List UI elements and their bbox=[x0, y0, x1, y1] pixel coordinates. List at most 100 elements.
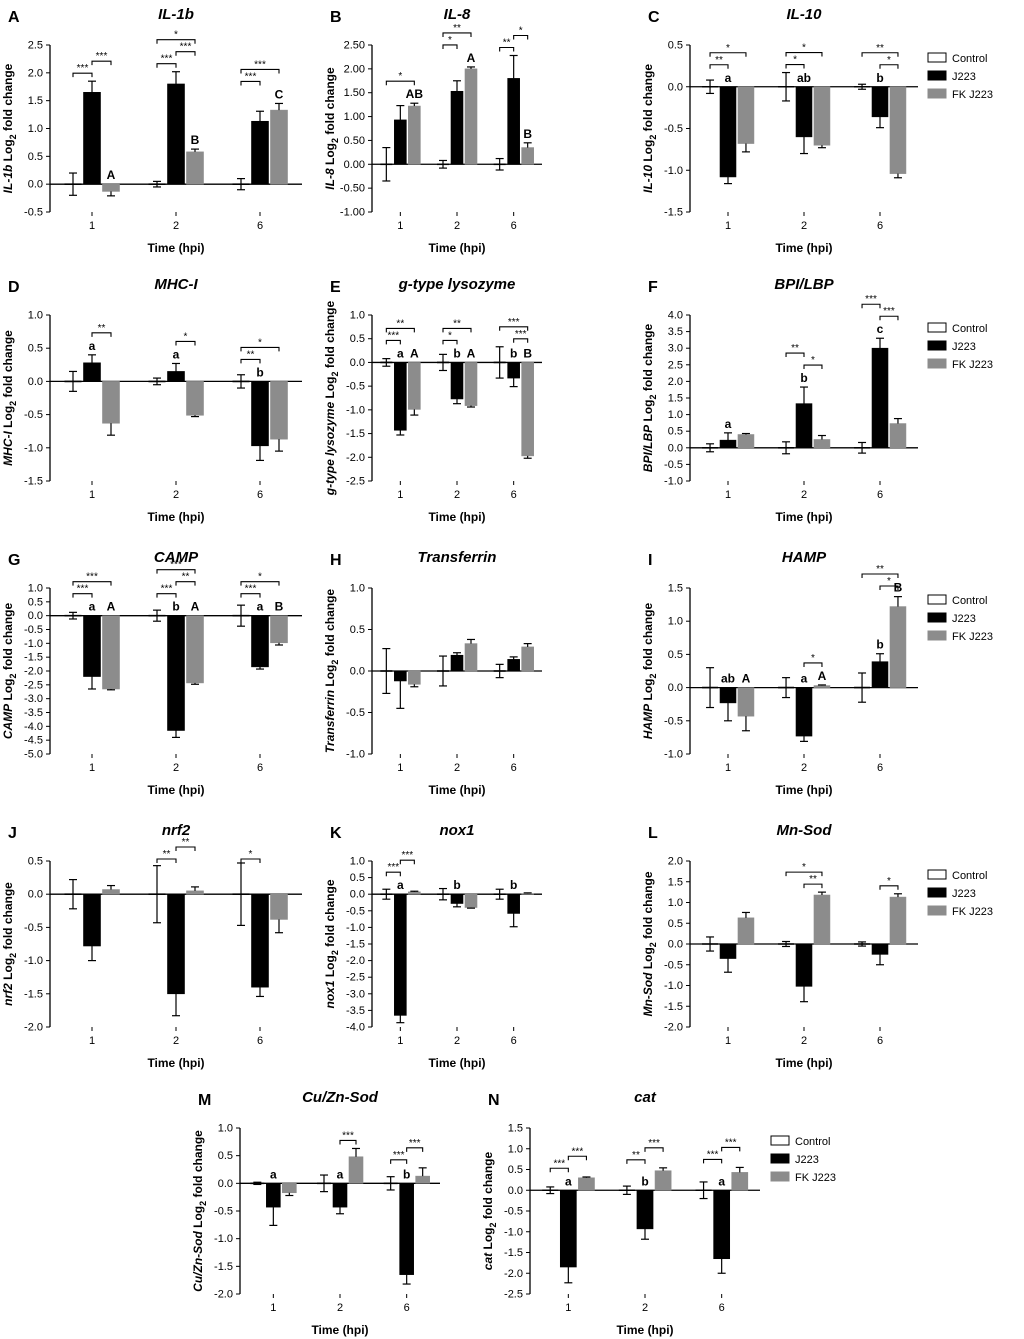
error-bar bbox=[410, 409, 419, 416]
y-tick-label: -2.0 bbox=[24, 666, 43, 678]
significance-stars: *** bbox=[393, 1150, 405, 1161]
error-bar bbox=[699, 1181, 708, 1200]
error-bar bbox=[382, 888, 391, 900]
bar-j223 bbox=[507, 362, 520, 379]
y-axis-label-gene: Mn-Sod bbox=[641, 972, 655, 1017]
panel-letter: N bbox=[488, 1092, 500, 1109]
x-axis-label: Time (hpi) bbox=[147, 1056, 204, 1070]
error-bar bbox=[817, 434, 826, 440]
bar-fk-j223 bbox=[737, 86, 755, 144]
error-bar bbox=[191, 682, 199, 685]
legend-swatch-j223 bbox=[927, 70, 947, 81]
significance-bracket: ** bbox=[785, 343, 805, 358]
significance-bracket: *** bbox=[879, 306, 899, 321]
error-bar bbox=[172, 993, 180, 1017]
legend: Control J223 FK J223 bbox=[927, 322, 993, 371]
bar-j223 bbox=[167, 615, 185, 731]
y-tick-label: -1.5 bbox=[24, 988, 43, 1000]
x-axis-label: Time (hpi) bbox=[616, 1323, 673, 1337]
bar-fk-j223 bbox=[408, 670, 421, 685]
x-tick-label: 2 bbox=[801, 489, 807, 501]
y-tick-label: 1.0 bbox=[508, 1143, 523, 1155]
error-bar bbox=[509, 378, 518, 388]
y-tick-label: -1.0 bbox=[346, 749, 365, 761]
error-bar bbox=[467, 638, 475, 644]
legend-label-j223: J223 bbox=[795, 1154, 819, 1166]
group-letter: B bbox=[523, 127, 532, 141]
bar-j223 bbox=[871, 943, 889, 955]
y-axis-label-subscript: 2 bbox=[198, 1201, 208, 1206]
y-tick-label: -1.5 bbox=[214, 1261, 233, 1273]
x-tick-label: 1 bbox=[725, 1035, 731, 1047]
significance-stars: * bbox=[448, 330, 452, 341]
x-tick-label: 1 bbox=[725, 489, 731, 501]
x-tick-label: 6 bbox=[719, 1302, 725, 1314]
y-axis-label-text: fold change bbox=[1, 63, 15, 134]
bar-j223 bbox=[394, 670, 407, 682]
significance-stars: * bbox=[184, 331, 188, 342]
legend-swatch-control bbox=[927, 594, 947, 605]
bar-j223 bbox=[795, 687, 813, 737]
y-tick-label: 1.0 bbox=[350, 856, 365, 868]
significance-bracket: * bbox=[879, 576, 899, 590]
significance-bracket: *** bbox=[339, 1130, 357, 1145]
significance-stars: *** bbox=[865, 294, 877, 305]
bar-j223 bbox=[83, 362, 101, 382]
y-axis-label-gene: g-type lysozyme bbox=[323, 402, 337, 497]
bar-j223 bbox=[83, 92, 101, 185]
y-tick-label: -2.0 bbox=[504, 1268, 523, 1280]
y-axis-label-text: Log bbox=[191, 1206, 205, 1231]
significance-stars: * bbox=[811, 355, 815, 366]
error-bar bbox=[237, 604, 245, 627]
error-bar bbox=[724, 702, 732, 722]
panel-letter: I bbox=[648, 552, 652, 569]
error-bar bbox=[88, 676, 96, 690]
chart-title: Mn-Sod bbox=[777, 822, 833, 839]
significance-stars: * bbox=[519, 25, 523, 36]
chart-title: IL-10 bbox=[786, 6, 822, 23]
error-bar bbox=[396, 104, 405, 120]
significance-stars: *** bbox=[245, 584, 257, 595]
error-bar bbox=[467, 907, 475, 909]
bar-fk-j223 bbox=[408, 891, 421, 895]
panel-letter: H bbox=[330, 552, 342, 569]
error-bar bbox=[69, 611, 77, 620]
group-letter: b bbox=[800, 371, 807, 385]
significance-bracket: *** bbox=[390, 1150, 408, 1164]
bracket-line bbox=[175, 581, 196, 586]
y-tick-label: -0.5 bbox=[24, 207, 43, 219]
y-tick-label: 2.0 bbox=[668, 376, 683, 388]
x-tick-label: 1 bbox=[397, 762, 403, 774]
error-bar bbox=[191, 886, 199, 891]
error-bar bbox=[256, 666, 264, 670]
significance-stars: * bbox=[802, 862, 806, 873]
x-tick-label: 2 bbox=[173, 489, 179, 501]
y-axis-label-text: Log bbox=[323, 376, 337, 401]
y-axis-label-subscript: 2 bbox=[330, 371, 340, 376]
panel-letter: F bbox=[648, 279, 658, 296]
group-letter: B bbox=[523, 346, 532, 360]
group-letter: a bbox=[397, 346, 404, 360]
significance-bracket: *** bbox=[240, 71, 261, 86]
error-bar bbox=[509, 656, 518, 660]
error-bar bbox=[800, 986, 808, 1003]
legend-swatch-fk-j223 bbox=[927, 905, 947, 916]
y-axis-label-text: Log bbox=[641, 140, 655, 165]
error-bar bbox=[256, 110, 264, 122]
error-bar bbox=[69, 878, 77, 910]
bracket-line bbox=[861, 52, 899, 57]
legend: Control J223 FK J223 bbox=[770, 1135, 836, 1184]
error-bar bbox=[191, 415, 199, 418]
bracket-line bbox=[803, 364, 823, 370]
bar-fk-j223 bbox=[737, 917, 755, 945]
significance-stars: *** bbox=[254, 59, 266, 70]
significance-bracket: *** bbox=[72, 63, 93, 78]
bar-j223 bbox=[713, 1189, 731, 1260]
y-tick-label: 1.0 bbox=[28, 583, 43, 595]
significance-bracket: ** bbox=[240, 349, 261, 364]
group-letter: a bbox=[718, 1174, 725, 1188]
y-tick-label: -0.5 bbox=[664, 959, 683, 971]
bar-fk-j223 bbox=[270, 109, 288, 185]
x-tick-label: 1 bbox=[397, 489, 403, 501]
